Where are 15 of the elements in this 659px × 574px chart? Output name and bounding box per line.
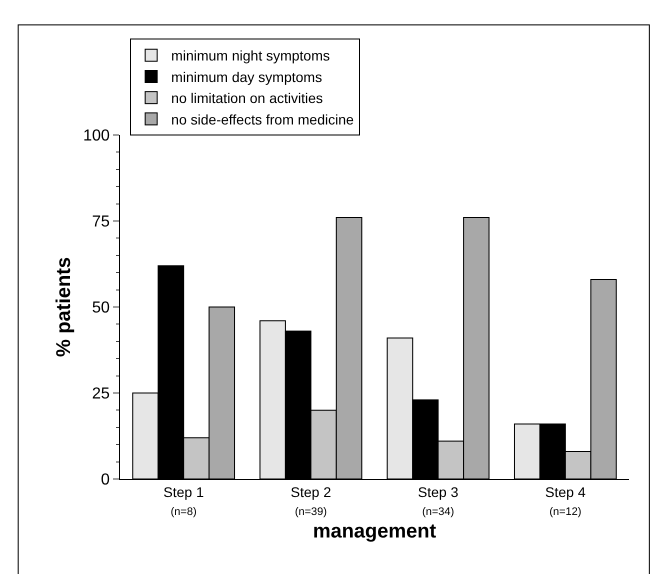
y-tick-label: 25: [92, 386, 110, 403]
x-tick-label: Step 1 (n=8): [163, 484, 204, 518]
x-tick-label: Step 3 (n=34): [418, 484, 459, 518]
x-tick-label: Step 4 (n=12): [545, 484, 586, 518]
legend-label: minimum night symptoms: [171, 48, 330, 64]
legend-label: minimum day symptoms: [171, 68, 322, 85]
y-tick-label: 75: [92, 214, 110, 231]
legend-label: no limitation on activities: [171, 90, 323, 106]
x-axis-title: management: [312, 520, 437, 542]
x-tick-label: Step 2 (n=39): [290, 484, 332, 518]
y-tick-label: 0: [100, 472, 110, 489]
legend-label: no side-effects from medicine: [171, 111, 354, 128]
y-tick-label: 100: [83, 128, 110, 145]
y-tick-label: 50: [92, 300, 110, 317]
y-axis-title: % patients: [53, 256, 75, 358]
